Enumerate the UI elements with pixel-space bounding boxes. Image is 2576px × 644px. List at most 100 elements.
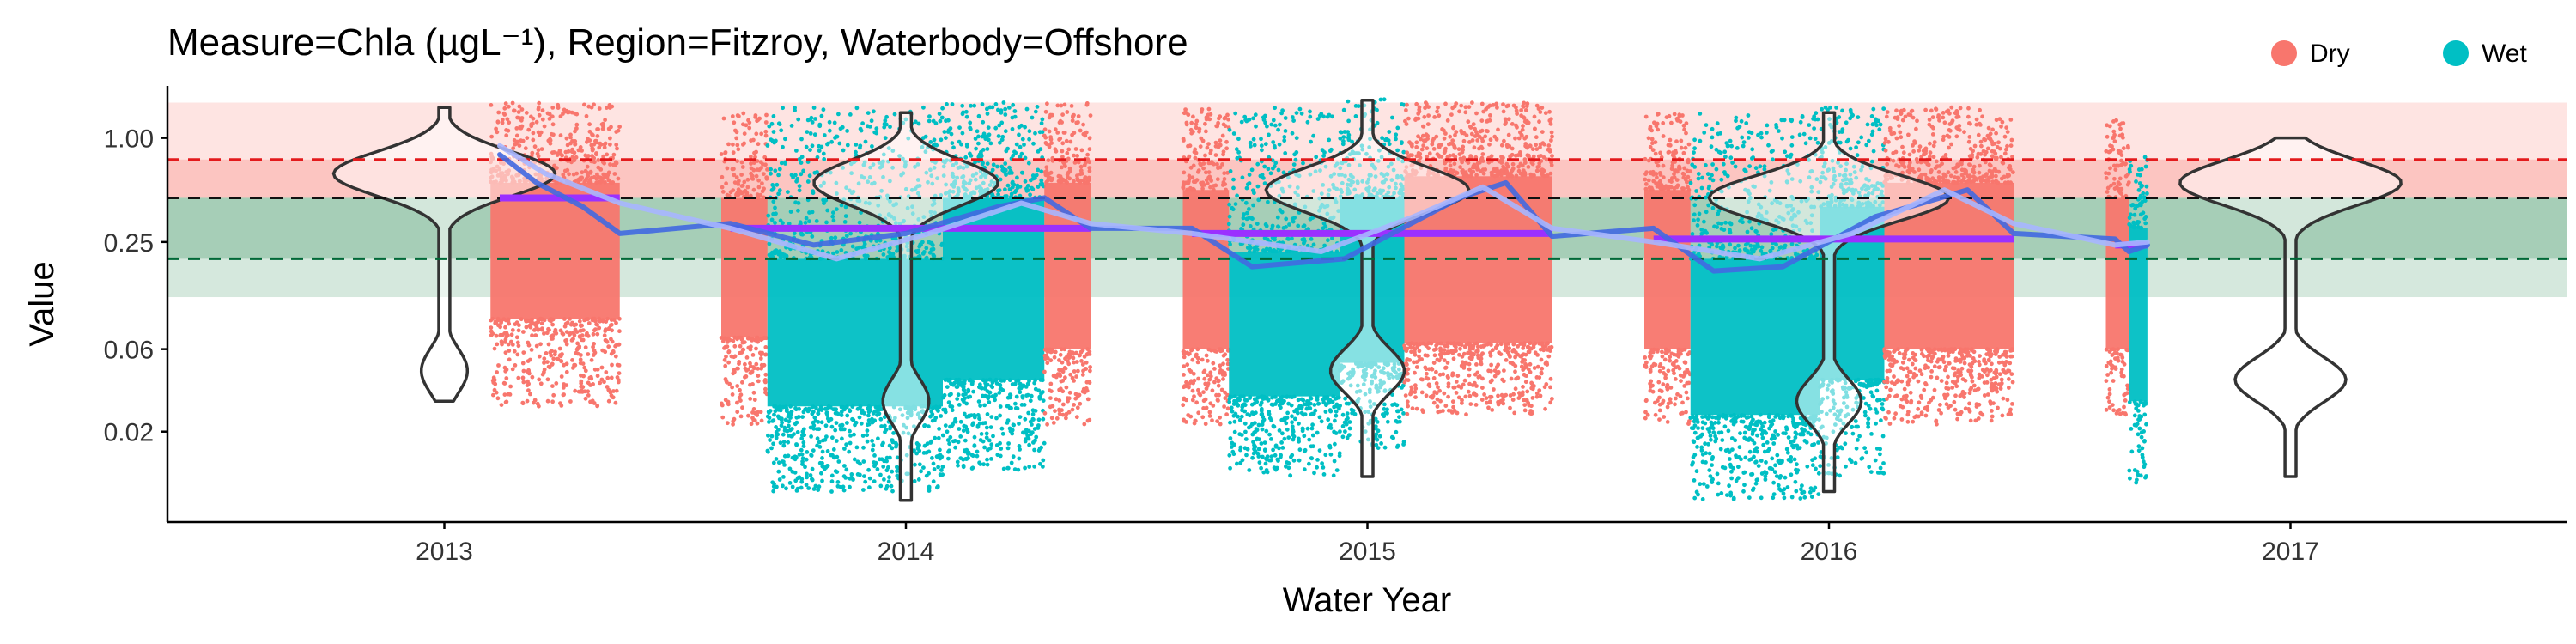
data-point	[1003, 129, 1008, 134]
data-point	[996, 107, 1000, 112]
data-point	[1263, 120, 1267, 125]
data-point	[812, 415, 817, 420]
data-point	[879, 424, 884, 428]
data-point	[955, 397, 960, 401]
data-point	[1525, 344, 1530, 349]
data-point	[1218, 368, 1223, 373]
data-point	[1294, 111, 1299, 116]
data-point	[983, 384, 988, 388]
data-point	[938, 453, 943, 457]
data-point	[805, 471, 809, 477]
data-point	[1268, 171, 1273, 176]
data-point	[1195, 355, 1200, 361]
data-point	[1467, 355, 1473, 361]
data-point	[1434, 381, 1439, 386]
data-point	[1187, 173, 1192, 179]
data-point	[1340, 412, 1346, 417]
data-point	[1040, 378, 1045, 382]
data-point	[521, 368, 526, 374]
data-point	[1086, 175, 1091, 180]
data-point	[1204, 386, 1209, 391]
data-point	[1501, 401, 1506, 406]
data-point	[605, 152, 610, 157]
data-point	[937, 112, 942, 117]
data-point	[1307, 437, 1312, 442]
data-point	[1466, 161, 1471, 166]
data-point	[1449, 112, 1454, 118]
data-point	[610, 362, 614, 368]
data-point	[1061, 402, 1066, 407]
data-point	[526, 127, 532, 132]
data-point	[912, 479, 917, 483]
data-point	[721, 116, 726, 121]
data-point	[1088, 113, 1093, 118]
data-point	[794, 179, 799, 184]
data-point	[1458, 165, 1462, 170]
data-point	[1443, 101, 1448, 106]
data-point	[819, 408, 824, 412]
data-point	[1281, 226, 1286, 230]
data-point	[985, 147, 990, 151]
data-point	[1321, 154, 1326, 158]
data-point	[1082, 422, 1087, 427]
data-point	[1203, 153, 1207, 158]
data-point	[1229, 405, 1234, 410]
data-point	[504, 399, 509, 404]
data-point	[1271, 166, 1275, 171]
data-point	[831, 447, 836, 452]
data-point	[1072, 179, 1076, 184]
data-point	[1513, 386, 1518, 392]
data-point	[577, 344, 582, 349]
data-point	[588, 169, 593, 174]
data-point	[787, 423, 791, 428]
data-point	[1526, 400, 1531, 405]
data-point	[540, 108, 545, 113]
data-point	[814, 219, 819, 223]
data-point	[867, 476, 872, 481]
data-point	[755, 167, 760, 173]
data-point	[1228, 465, 1232, 471]
data-point	[1010, 431, 1015, 436]
data-point	[1536, 154, 1541, 159]
data-point	[748, 361, 752, 366]
data-point	[1518, 342, 1523, 346]
data-point	[1205, 145, 1210, 150]
data-point	[801, 440, 806, 445]
data-point	[815, 170, 819, 174]
data-point	[988, 446, 993, 451]
data-point	[1501, 398, 1505, 403]
data-point	[593, 319, 598, 324]
data-point	[776, 191, 781, 197]
data-point	[1455, 341, 1460, 346]
data-point	[1334, 431, 1339, 435]
data-point	[1082, 355, 1087, 359]
data-point	[1005, 146, 1010, 151]
data-point	[794, 489, 799, 493]
data-point	[1265, 396, 1269, 400]
data-point	[978, 404, 982, 408]
data-point	[568, 135, 573, 140]
data-point	[1537, 119, 1541, 125]
data-point	[732, 343, 738, 349]
data-point	[786, 440, 791, 445]
data-point	[890, 252, 896, 256]
data-point	[1300, 426, 1305, 431]
data-point	[1237, 432, 1242, 437]
data-point	[532, 144, 538, 149]
data-point	[613, 400, 618, 405]
data-point	[754, 149, 758, 155]
data-point	[1315, 430, 1320, 435]
data-point	[530, 374, 535, 380]
data-point	[774, 457, 779, 461]
data-point	[1212, 367, 1217, 371]
data-point	[882, 477, 886, 482]
data-point	[817, 143, 822, 149]
data-point	[1009, 460, 1014, 465]
data-point	[999, 120, 1005, 125]
data-point	[1425, 146, 1430, 151]
data-point	[1494, 346, 1498, 351]
data-point	[1071, 113, 1075, 118]
data-point	[828, 404, 833, 410]
data-point	[999, 426, 1005, 431]
data-point	[589, 358, 594, 362]
